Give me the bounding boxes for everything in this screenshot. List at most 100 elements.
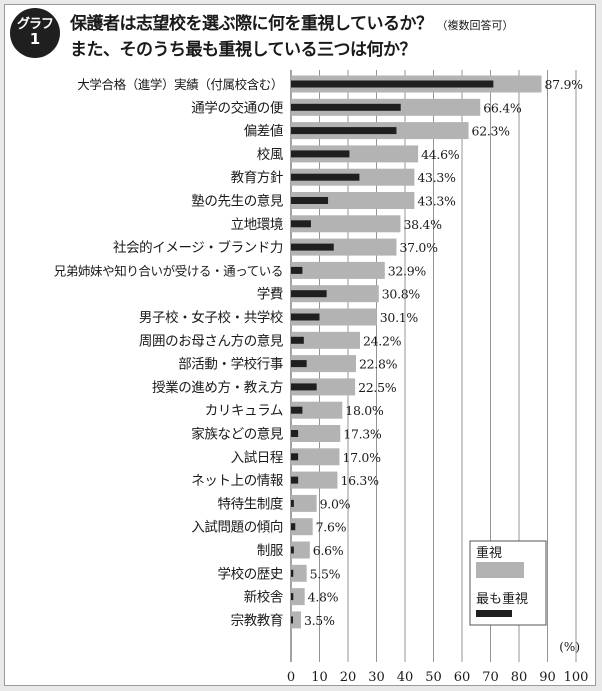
category-label: 新校舎: [244, 589, 284, 606]
data-label: 5.5%: [310, 566, 341, 581]
data-label: 3.5%: [304, 613, 335, 628]
category-label: 制服: [257, 543, 284, 559]
data-label: 62.3%: [472, 124, 511, 139]
data-label: 43.3%: [417, 194, 456, 209]
title-line-2: また、そのうち最も重視している三つは何か？: [70, 40, 417, 60]
bar-most-important: [291, 290, 327, 298]
bar-primary: [291, 518, 313, 536]
title-line-1: 保護者は志望校を選ぶ際に何を重視しているか？ （複数回答可）: [70, 12, 590, 38]
bar-primary: [291, 564, 307, 582]
category-label: 入試日程: [231, 450, 283, 466]
badge-number: 1: [29, 29, 41, 48]
x-tick-label: 40: [397, 670, 414, 685]
legend-label-primary: 重視: [476, 545, 502, 561]
bar-most-important: [291, 593, 294, 601]
data-label: 30.1%: [380, 310, 419, 325]
bar-primary: [291, 355, 356, 373]
x-axis-ticks: 0 10 20 30 40 50 60 70 80 90 100 (%): [287, 640, 589, 685]
category-labels: 大学合格（進学）実績（付属校含む） 通学の交通の便偏差値校風教育方針塾の先生の意見…: [54, 77, 285, 629]
bar-most-important: [291, 616, 293, 624]
bar-primary: [291, 471, 338, 489]
bar-most-important: [291, 430, 299, 437]
bar-primary: [291, 611, 301, 629]
x-tick-label: 90: [539, 670, 556, 685]
bar-most-important: [291, 476, 299, 484]
x-tick-label: 10: [311, 670, 328, 685]
x-tick-label: 0: [287, 670, 295, 685]
data-label: 6.6%: [313, 543, 344, 558]
bar-most-important: [291, 220, 311, 228]
bar-most-important: [291, 569, 294, 577]
data-label: 38.4%: [403, 217, 442, 232]
data-label: 17.0%: [342, 450, 381, 465]
bar-primary: [291, 238, 397, 256]
bar-primary: [291, 425, 341, 442]
bar-primary: [291, 215, 401, 233]
category-label: 偏差値: [244, 124, 283, 140]
data-label: 16.3%: [340, 473, 379, 488]
chart-title: 保護者は志望校を選ぶ際に何を重視しているか？ （複数回答可） また、そのうち最も重…: [70, 12, 590, 62]
category-label: 男子校・女子校・共学校: [139, 309, 284, 326]
category-label: 兄弟姉妹や知り合いが受ける・通っている: [54, 263, 283, 278]
title-note: （複数回答可）: [436, 19, 514, 32]
legend-label-most-important: 最も重視: [476, 591, 528, 607]
bars: 87.9% 66.4% 62.3% 44.6% 43.3% 43.3% 38.4% 37.0%…: [291, 75, 584, 629]
graph-number-badge: グラフ 1: [10, 8, 60, 58]
category-label: 教育方針: [231, 170, 283, 186]
data-label: 24.2%: [363, 333, 402, 348]
legend-swatch-most-important: [476, 610, 512, 617]
bar-most-important: [291, 127, 397, 135]
bar-most-important: [291, 383, 317, 391]
bar-primary: [291, 494, 317, 512]
category-label: 学校の歴史: [218, 565, 284, 582]
data-label: 87.9%: [545, 77, 584, 92]
bar-most-important: [291, 546, 294, 554]
bar-most-important: [291, 313, 320, 321]
bar-primary: [291, 192, 415, 209]
x-axis-unit: (%): [559, 640, 580, 654]
category-label: 学費: [257, 287, 283, 303]
data-label: 4.8%: [308, 590, 339, 605]
bar-primary: [291, 331, 360, 349]
bar-primary: [291, 285, 379, 303]
legend-swatch-primary: [476, 562, 524, 578]
category-label: 周囲のお母さん方の意見: [139, 332, 283, 349]
category-label: 大学合格（進学）実績（付属校含む）: [77, 77, 283, 92]
x-tick-label: 70: [482, 670, 499, 685]
category-label: 授業の進め方・教え方: [152, 380, 283, 396]
data-label: 32.9%: [388, 263, 427, 278]
bar-most-important: [291, 360, 307, 368]
data-label: 17.3%: [343, 427, 382, 442]
category-label: ネット上の情報: [191, 473, 284, 489]
bar-most-important: [291, 103, 401, 111]
x-tick-label: 100: [564, 670, 589, 685]
category-label: 家族などの意見: [191, 426, 283, 443]
bar-most-important: [291, 150, 350, 158]
bar-most-important: [291, 406, 303, 414]
x-tick-label: 30: [368, 670, 385, 685]
bar-most-important: [291, 266, 303, 274]
bar-primary: [291, 378, 356, 396]
bar-primary: [291, 261, 385, 279]
bar-primary: [291, 401, 343, 419]
data-label: 22.5%: [358, 380, 397, 395]
x-tick-label: 80: [511, 670, 528, 685]
bar-primary: [291, 448, 340, 466]
category-label: 立地環境: [231, 217, 283, 233]
bar-most-important: [291, 243, 334, 251]
bar-most-important: [291, 523, 296, 531]
bar-most-important: [291, 197, 329, 204]
data-label: 66.4%: [483, 100, 522, 115]
x-tick-label: 60: [454, 670, 471, 685]
data-label: 44.6%: [421, 147, 460, 162]
bar-most-important: [291, 336, 304, 344]
title-main: 保護者は志望校を選ぶ際に何を重視しているか？: [70, 14, 433, 34]
category-label: 校風: [257, 146, 284, 163]
data-label: 22.8%: [359, 357, 398, 372]
category-label: 特待生制度: [218, 496, 284, 512]
data-label: 18.0%: [345, 403, 384, 418]
category-label: 社会的イメージ・ブランド力: [113, 239, 283, 256]
category-label: 塾の先生の意見: [191, 193, 283, 210]
